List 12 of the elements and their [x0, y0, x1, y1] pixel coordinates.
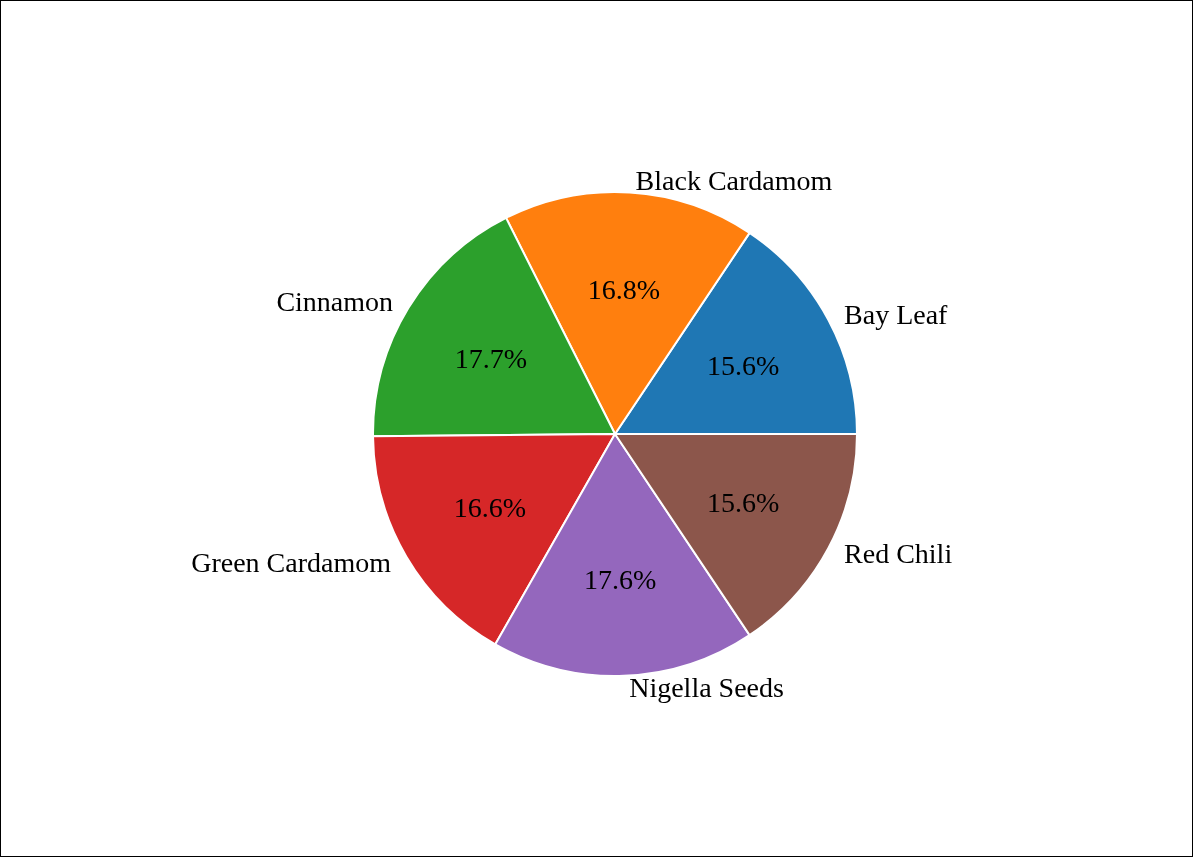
data-label: 16.6% [453, 492, 526, 524]
slice-label: Nigella Seeds [629, 672, 784, 704]
slice-label: Cinnamon [276, 286, 394, 318]
data-label: 17.7% [454, 342, 528, 374]
data-label: 16.8% [587, 273, 661, 305]
slice-label: Bay Leaf [844, 298, 949, 330]
data-label: 17.6% [584, 563, 657, 595]
data-label: 15.6% [706, 486, 780, 518]
slice-label: Green Cardamom [191, 547, 392, 579]
slice-label: Black Cardamom [635, 164, 833, 196]
slice-label: Red Chili [844, 538, 953, 570]
data-label: 15.6% [706, 350, 780, 382]
